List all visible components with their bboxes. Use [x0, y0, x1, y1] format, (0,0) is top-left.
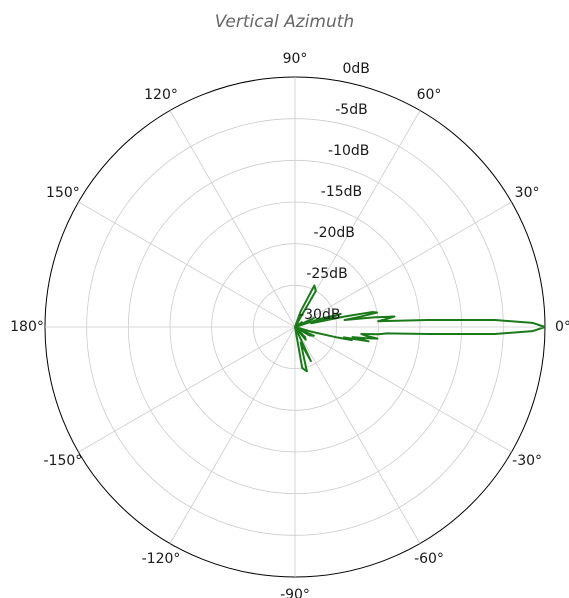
data-point	[371, 311, 373, 313]
angle-tick-label: 90°	[283, 51, 308, 67]
data-point	[494, 333, 496, 335]
data-point	[373, 316, 375, 318]
radial-tick-label: -15dB	[321, 184, 362, 200]
angle-tick-label: -60°	[414, 551, 444, 567]
data-point	[494, 319, 496, 321]
data-point	[364, 337, 366, 339]
grid-spoke	[294, 201, 512, 328]
radial-tick-label: 0dB	[342, 61, 369, 77]
data-point	[344, 319, 346, 321]
data-point	[343, 316, 345, 318]
data-point	[313, 335, 315, 337]
angle-tick-label: 30°	[515, 185, 540, 201]
data-point	[343, 336, 345, 338]
data-point	[308, 334, 310, 336]
series-layer	[294, 284, 546, 373]
data-point	[304, 336, 306, 338]
data-point	[385, 332, 387, 334]
grid-spoke	[169, 110, 296, 328]
angle-tick-label: -120°	[142, 551, 181, 567]
data-point	[385, 318, 387, 320]
series-line	[294, 284, 546, 373]
data-point	[351, 336, 353, 338]
radial-tick-label: -10dB	[328, 143, 369, 159]
data-point	[301, 367, 303, 369]
data-point	[364, 335, 366, 337]
data-point	[306, 370, 308, 372]
radial-tick-label: -30dB	[299, 307, 340, 323]
angle-tick-label: -30°	[512, 453, 542, 469]
angle-tick-label: 0°	[555, 319, 569, 335]
data-point	[315, 290, 317, 292]
grid-spoke	[169, 326, 296, 544]
data-point	[368, 340, 370, 342]
data-point	[427, 319, 429, 321]
grid-spoke	[294, 326, 421, 544]
data-point	[377, 333, 379, 335]
data-point	[531, 322, 533, 324]
chart-title: Vertical Azimuth	[214, 12, 355, 32]
radial-tick-labels: 0dB -5dB -10dB -15dB -20dB -25dB -30dB	[299, 61, 370, 323]
data-point	[393, 316, 395, 318]
data-point	[334, 336, 336, 338]
data-point	[310, 331, 312, 333]
data-point	[294, 326, 296, 328]
data-point	[427, 333, 429, 335]
grid-spoke	[78, 201, 296, 328]
grid-spoke	[294, 326, 512, 453]
data-point	[305, 339, 307, 341]
angle-tick-label: 60°	[417, 87, 442, 103]
radial-tick-label: -25dB	[306, 266, 347, 282]
angle-tick-label: 120°	[144, 87, 178, 103]
radial-tick-label: -20dB	[314, 225, 355, 241]
data-point	[360, 316, 362, 318]
angle-tick-label: -150°	[44, 453, 83, 469]
data-point	[360, 333, 362, 335]
data-point	[351, 339, 353, 341]
angle-tick-label: 150°	[46, 185, 80, 201]
data-point	[377, 320, 379, 322]
data-point	[300, 342, 302, 344]
data-point	[377, 338, 379, 340]
data-point	[531, 330, 533, 332]
data-point	[310, 360, 312, 362]
angular-tick-labels: 90° 60° 30° 0° -30° -60° -90° -120° -150° 180° 150…	[10, 51, 569, 598]
data-point	[376, 312, 378, 314]
grid-spoke	[78, 326, 296, 453]
angle-tick-label: -90°	[280, 587, 310, 598]
data-point	[313, 284, 315, 286]
radial-tick-label: -5dB	[335, 102, 367, 118]
data-point	[544, 326, 546, 328]
angle-tick-label: 180°	[10, 319, 44, 335]
